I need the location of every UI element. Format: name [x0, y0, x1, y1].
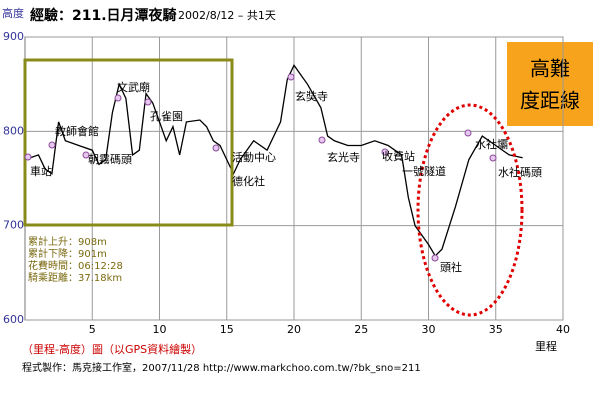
highlight-box	[23, 58, 234, 227]
x-tick-label: 30	[422, 323, 436, 336]
waypoint-label: 玄奘寺	[295, 89, 328, 103]
waypoint-marker	[431, 254, 439, 262]
waypoint-label: 孔雀園	[150, 110, 183, 123]
badge-text: 高難	[530, 57, 570, 81]
waypoint-label: 玄光寺	[327, 150, 360, 164]
waypoint-label: 朝霧碼頭	[88, 153, 132, 166]
chart-subtitle: 2002/8/12 – 共1天	[178, 9, 276, 22]
waypoint-marker	[144, 98, 152, 106]
x-tick-label: 35	[489, 323, 503, 336]
waypoint-label: 德化社	[232, 174, 265, 188]
waypoint-label: 一號隧道	[402, 164, 446, 178]
waypoint-marker	[381, 148, 389, 156]
y-tick-label: 900	[3, 30, 24, 43]
waypoint-label: 文武廟	[117, 80, 150, 94]
y-axis-label: 高度	[2, 6, 24, 20]
x-tick-label: 10	[153, 323, 167, 336]
waypoint-label: 收費站	[382, 149, 415, 163]
waypoint-marker	[48, 141, 56, 149]
waypoint-label: 水社壩	[475, 137, 508, 151]
y-tick-label: 600	[3, 313, 24, 326]
highlight-ellipse	[416, 103, 524, 317]
waypoint-marker	[82, 151, 90, 159]
waypoint-label: 車站	[30, 164, 52, 178]
y-tick-label: 700	[3, 219, 24, 232]
x-tick-label: 15	[220, 323, 234, 336]
waypoint-marker	[318, 136, 326, 144]
badge-box	[507, 42, 593, 126]
chart-title: 經驗：211.日月潭夜騎	[30, 7, 177, 24]
waypoint-marker	[464, 129, 472, 137]
caption: （里程-高度）圖（以GPS資料繪製）	[22, 342, 202, 356]
waypoint-marker	[114, 94, 122, 102]
x-tick-label: 40	[556, 323, 570, 336]
waypoint-label: 活動中心	[232, 150, 276, 164]
stat-text: 騎乘距離：37.18km	[28, 271, 122, 284]
waypoint-label: 教師會館	[55, 124, 99, 138]
x-tick-label: 25	[354, 323, 368, 336]
waypoint-marker	[287, 73, 295, 81]
stat-text: 累計下降：901m	[28, 247, 107, 260]
credit: 程式製作：馬克接工作室，2007/11/28 http://www.markch…	[22, 361, 421, 374]
stat-text: 花費時間：06:12:28	[28, 259, 123, 272]
x-axis-label: 里程	[535, 340, 557, 353]
waypoint-label: 水社碼頭	[498, 165, 542, 179]
x-tick-label: 20	[287, 323, 301, 336]
stat-text: 累計上升：908m	[28, 235, 107, 248]
waypoint-marker	[489, 154, 497, 162]
waypoint-marker	[212, 144, 220, 152]
badge-text: 度距線	[520, 89, 580, 113]
waypoint-marker	[24, 153, 32, 161]
y-tick-label: 800	[3, 124, 24, 137]
x-tick-label: 5	[89, 323, 96, 336]
waypoint-label: 頭社	[440, 260, 462, 274]
